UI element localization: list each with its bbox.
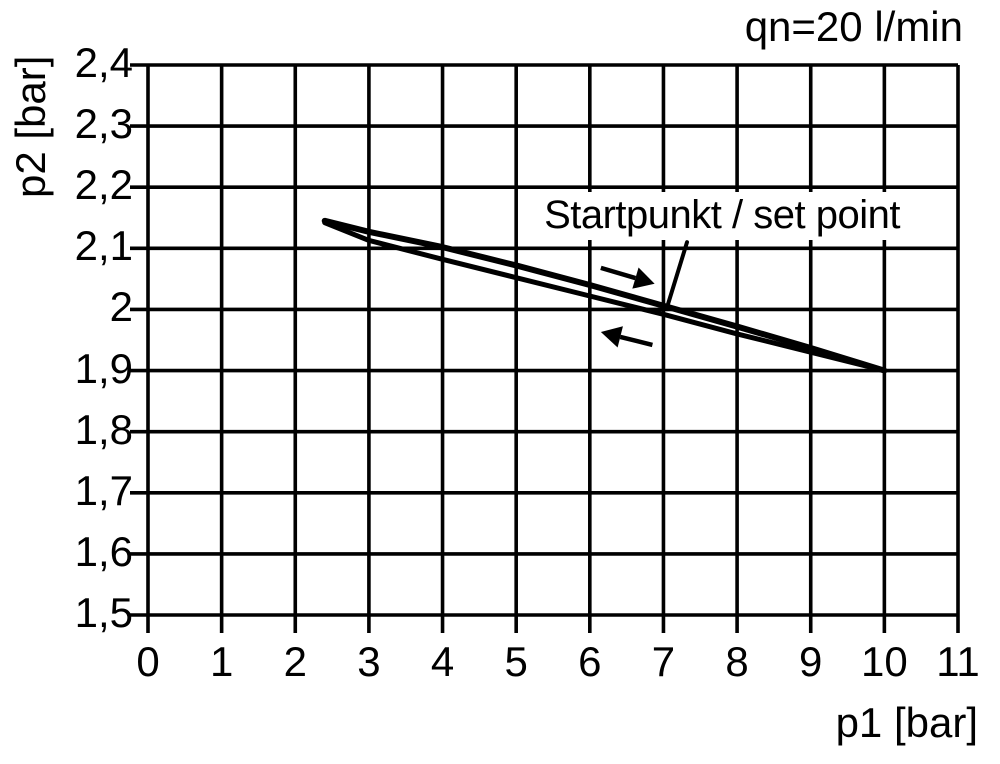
y-tick-label: 2,2 bbox=[74, 161, 133, 209]
x-tick-label: 7 bbox=[651, 638, 676, 685]
y-tick-label: 2,3 bbox=[74, 100, 133, 148]
y-tick-label: 1,7 bbox=[74, 466, 133, 514]
setpoint-annotation-label: Startpunkt / set point bbox=[534, 192, 910, 240]
annotation-leader-line bbox=[665, 240, 690, 309]
x-tick-label: 5 bbox=[504, 638, 528, 685]
x-tick-label: 10 bbox=[861, 638, 908, 685]
y-tick-label: 1,6 bbox=[74, 527, 133, 575]
y-tick-label: 1,5 bbox=[74, 588, 133, 636]
chart-title: qn=20 l/min bbox=[744, 3, 963, 50]
x-tick-label: 1 bbox=[209, 638, 234, 685]
y-tick-label: 1,9 bbox=[74, 344, 133, 392]
x-tick-label: 8 bbox=[725, 638, 749, 685]
x-tick-label: 9 bbox=[799, 638, 823, 685]
forward-direction-arrow-shaft bbox=[600, 265, 637, 281]
y-tick-label: 2,1 bbox=[74, 222, 133, 270]
x-tick-label: 2 bbox=[283, 638, 307, 685]
curve-hysteresis-return bbox=[322, 220, 887, 374]
x-tick-label: 6 bbox=[578, 638, 602, 685]
x-tick-label: 0 bbox=[136, 638, 160, 685]
curve-hysteresis-forward bbox=[321, 217, 888, 374]
return-direction-arrow-head bbox=[600, 326, 623, 348]
y-tick-label: 2 bbox=[109, 283, 133, 331]
return-direction-arrow-shaft bbox=[619, 334, 653, 348]
y-tick-label: 1,8 bbox=[74, 405, 133, 453]
forward-direction-arrow-head bbox=[632, 267, 655, 289]
x-tick-label: 3 bbox=[357, 638, 381, 685]
y-tick-label: 2,4 bbox=[74, 38, 133, 86]
x-tick-label: 4 bbox=[430, 638, 455, 685]
x-tick-label: 11 bbox=[936, 638, 980, 685]
x-axis-label: p1 [bar] bbox=[835, 699, 978, 746]
